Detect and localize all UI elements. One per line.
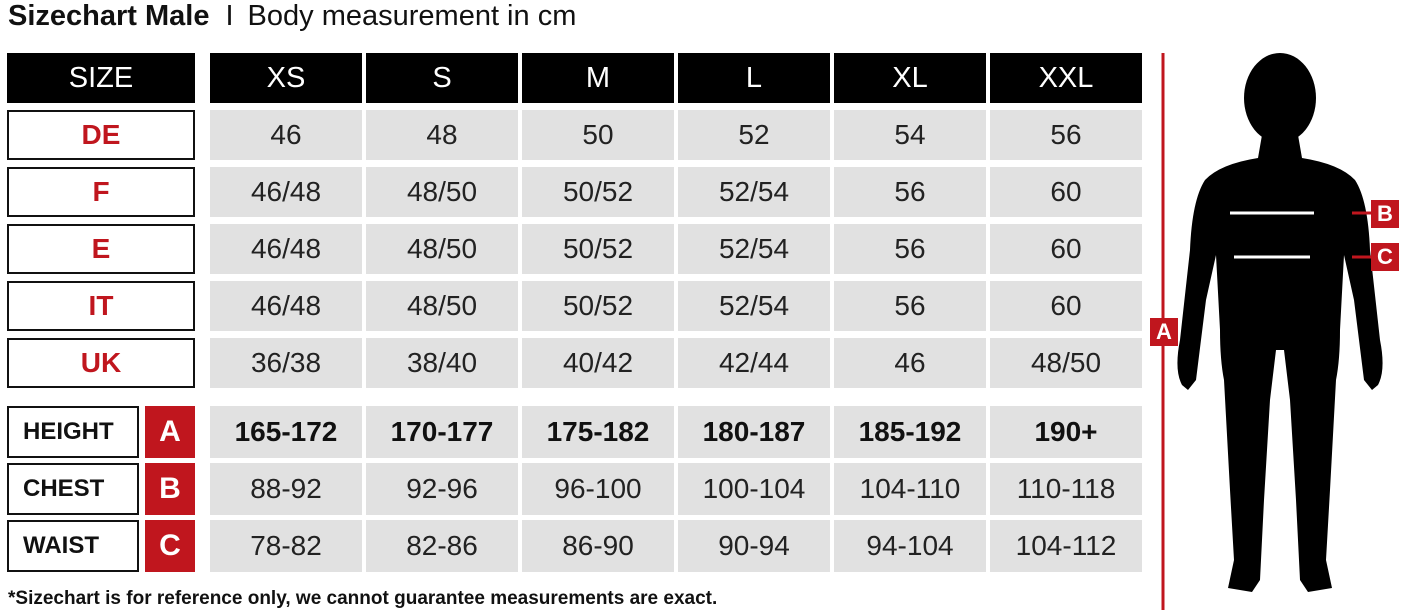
size-column-header: XS <box>210 53 362 103</box>
page-title: Sizechart Male I Body measurement in cm <box>8 0 576 33</box>
measurement-letter-badge: C <box>145 520 195 572</box>
size-conversion-table: SIZE XS S M L XL XXL DE 46 48 50 52 54 56 F 46/48 48/50 5… <box>7 53 1142 388</box>
table-cell: 48/50 <box>366 167 518 217</box>
footnote: *Sizechart is for reference only, we can… <box>8 588 718 609</box>
measurement-label-chest: CHEST B <box>7 463 195 515</box>
spacer <box>199 406 206 458</box>
table-cell: 56 <box>834 167 986 217</box>
silhouette-icon <box>1177 53 1383 592</box>
table-cell: 48/50 <box>366 224 518 274</box>
table-cell: 94-104 <box>834 520 986 572</box>
measurement-label-height: HEIGHT A <box>7 406 195 458</box>
spacer <box>199 520 206 572</box>
size-column-header: XXL <box>990 53 1142 103</box>
table-cell: 42/44 <box>678 338 830 388</box>
table-cell: 54 <box>834 110 986 160</box>
spacer <box>199 224 206 274</box>
row-label-uk: UK <box>7 338 195 388</box>
measurement-name: HEIGHT <box>7 406 139 458</box>
table-cell: 48 <box>366 110 518 160</box>
row-label-it: IT <box>7 281 195 331</box>
table-cell: 52/54 <box>678 167 830 217</box>
table-cell: 52 <box>678 110 830 160</box>
table-cell: 60 <box>990 281 1142 331</box>
title-bold: Sizechart Male <box>8 0 210 32</box>
table-cell: 40/42 <box>522 338 674 388</box>
table-cell: 90-94 <box>678 520 830 572</box>
table-cell: 52/54 <box>678 281 830 331</box>
table-cell: 48/50 <box>366 281 518 331</box>
table-cell: 82-86 <box>366 520 518 572</box>
table-cell: 104-110 <box>834 463 986 515</box>
measurement-letter-badge: A <box>145 406 195 458</box>
marker-c: C <box>1371 243 1399 271</box>
table-cell: 60 <box>990 224 1142 274</box>
table-cell: 165-172 <box>210 406 362 458</box>
table-cell: 185-192 <box>834 406 986 458</box>
row-label-f: F <box>7 167 195 217</box>
size-column-header: L <box>678 53 830 103</box>
table-cell: 86-90 <box>522 520 674 572</box>
spacer <box>199 281 206 331</box>
table-cell: 56 <box>834 281 986 331</box>
measurement-table: HEIGHT A 165-172 170-177 175-182 180-187 185-1… <box>7 406 1142 572</box>
table-cell: 50/52 <box>522 224 674 274</box>
table-cell: 170-177 <box>366 406 518 458</box>
table-cell: 110-118 <box>990 463 1142 515</box>
table-cell: 96-100 <box>522 463 674 515</box>
title-separator: I <box>225 0 234 32</box>
measurement-label-waist: WAIST C <box>7 520 195 572</box>
table-cell: 46 <box>210 110 362 160</box>
table-cell: 46/48 <box>210 281 362 331</box>
table-cell: 52/54 <box>678 224 830 274</box>
title-subtitle: Body measurement in cm <box>247 0 577 32</box>
spacer <box>199 110 206 160</box>
table-cell: 100-104 <box>678 463 830 515</box>
row-label-de: DE <box>7 110 195 160</box>
table-cell: 56 <box>990 110 1142 160</box>
table-cell: 56 <box>834 224 986 274</box>
table-cell: 104-112 <box>990 520 1142 572</box>
table-cell: 60 <box>990 167 1142 217</box>
table-cell: 50/52 <box>522 167 674 217</box>
table-cell: 46/48 <box>210 167 362 217</box>
table-cell: 50 <box>522 110 674 160</box>
table-cell: 48/50 <box>990 338 1142 388</box>
size-column-header: XL <box>834 53 986 103</box>
table-cell: 180-187 <box>678 406 830 458</box>
body-silhouette-figure <box>1161 53 1383 610</box>
table-cell: 88-92 <box>210 463 362 515</box>
table-cell: 46 <box>834 338 986 388</box>
spacer <box>199 53 206 103</box>
table-cell: 92-96 <box>366 463 518 515</box>
marker-b: B <box>1371 200 1399 228</box>
size-column-header: S <box>366 53 518 103</box>
table-cell: 36/38 <box>210 338 362 388</box>
table-cell: 190+ <box>990 406 1142 458</box>
measurement-letter-badge: B <box>145 463 195 515</box>
table-cell: 38/40 <box>366 338 518 388</box>
spacer <box>199 463 206 515</box>
table-cell: 46/48 <box>210 224 362 274</box>
size-column-header: M <box>522 53 674 103</box>
table-cell: 78-82 <box>210 520 362 572</box>
size-header: SIZE <box>7 53 195 103</box>
table-cell: 175-182 <box>522 406 674 458</box>
table-cell: 50/52 <box>522 281 674 331</box>
measurement-name: WAIST <box>7 520 139 572</box>
spacer <box>199 167 206 217</box>
measurement-name: CHEST <box>7 463 139 515</box>
spacer <box>199 338 206 388</box>
row-label-e: E <box>7 224 195 274</box>
marker-a: A <box>1150 318 1178 346</box>
